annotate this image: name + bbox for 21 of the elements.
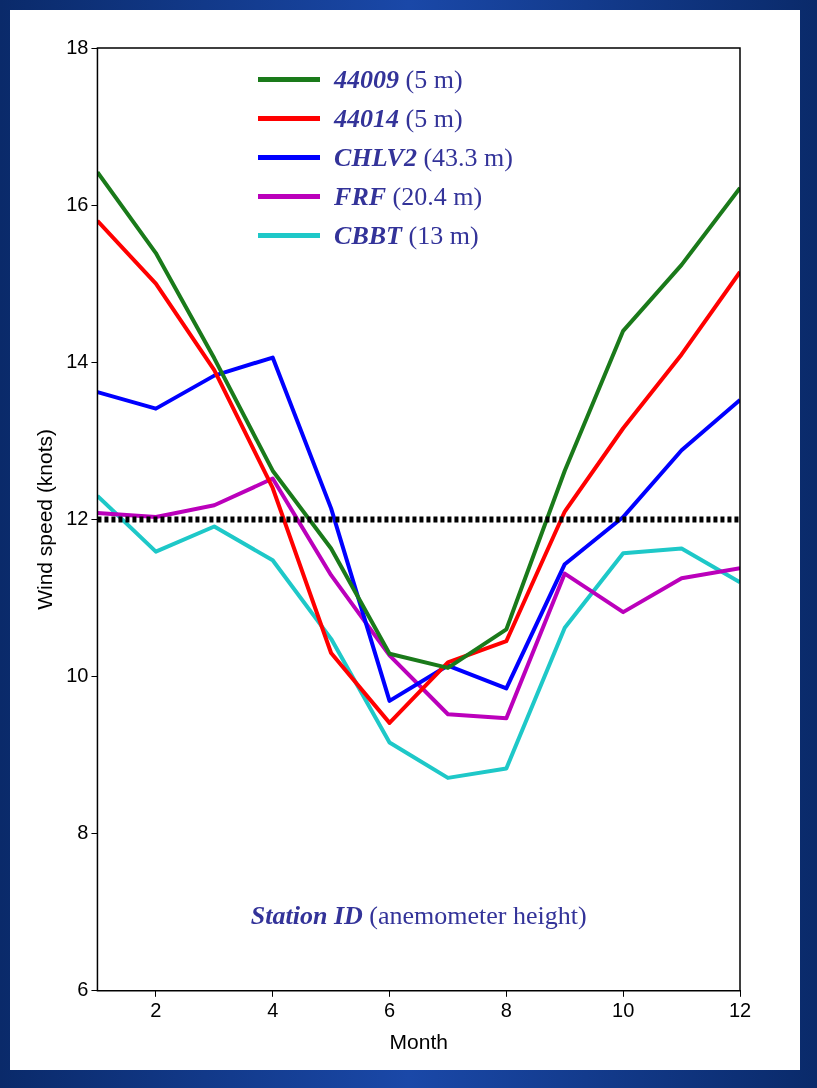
y-tick-label: 8 xyxy=(77,821,89,844)
legend-label: 44014 (5 m) xyxy=(334,103,463,133)
y-tick-label: 18 xyxy=(66,35,89,58)
legend-label: CHLV2 (43.3 m) xyxy=(334,142,513,172)
x-tick-label: 4 xyxy=(267,999,279,1022)
legend-label: FRF (20.4 m) xyxy=(334,181,483,211)
y-tick-label: 14 xyxy=(66,349,89,372)
x-tick-label: 2 xyxy=(150,999,162,1022)
x-tick-label: 6 xyxy=(383,999,396,1022)
y-tick-label: 12 xyxy=(66,506,89,529)
x-tick-label: 10 xyxy=(612,999,635,1022)
x-tick-label: 8 xyxy=(500,999,512,1022)
x-tick-label: 12 xyxy=(728,999,752,1022)
legend-label: 44009 (5 m) xyxy=(334,64,463,94)
legend-label: CBBT (13 m) xyxy=(334,220,479,250)
y-tick-label: 6 xyxy=(77,978,89,1001)
y-tick-label: 16 xyxy=(66,192,89,215)
annotation: Station ID (anemometer height) xyxy=(250,900,587,930)
y-axis-title: Wind speed (knots) xyxy=(33,428,57,610)
y-tick-label: 10 xyxy=(66,664,89,687)
x-axis-title: Month xyxy=(389,1030,448,1054)
